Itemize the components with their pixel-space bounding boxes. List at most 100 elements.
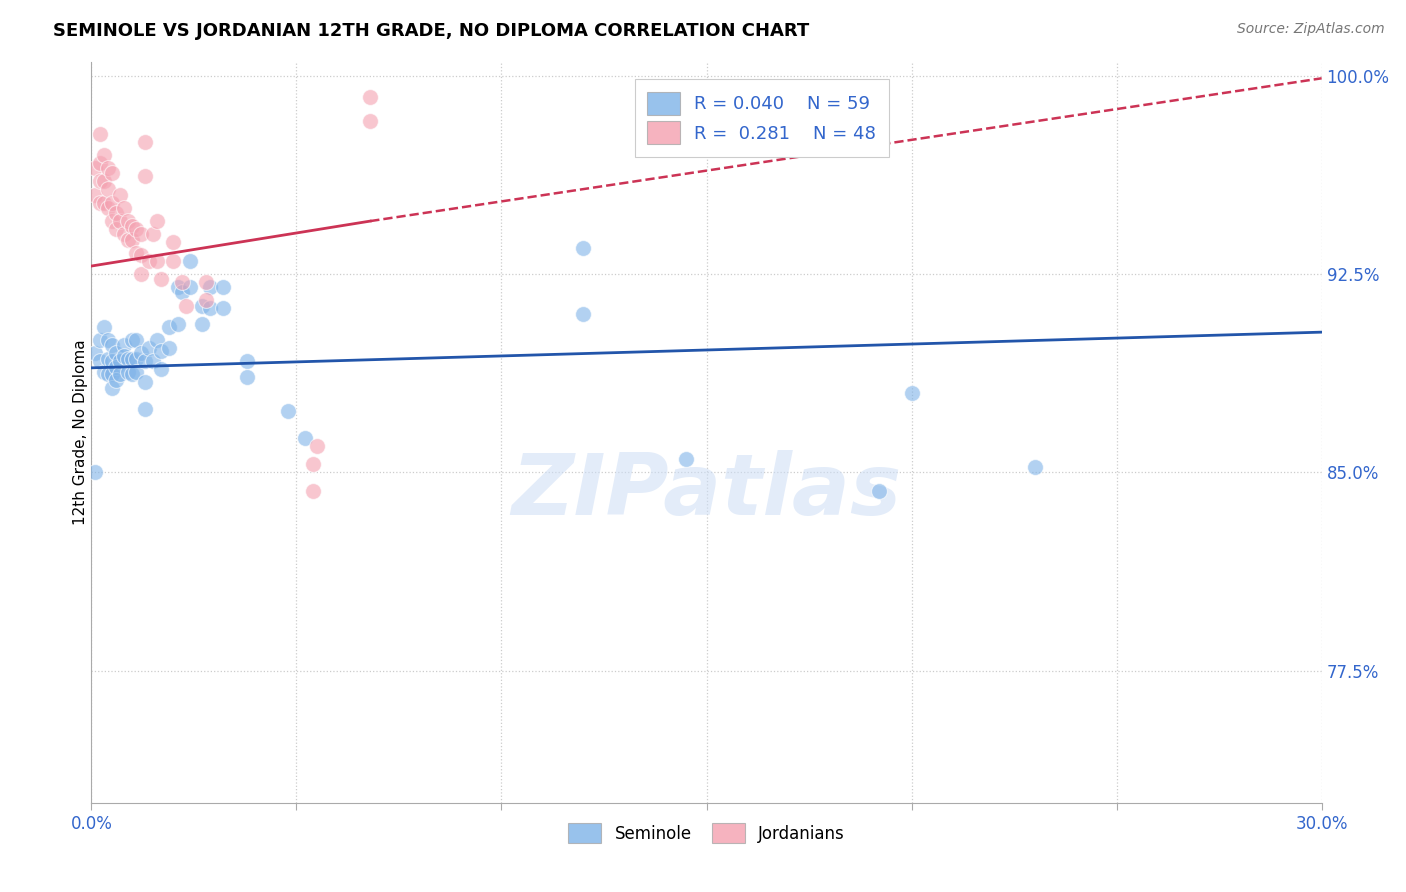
Point xyxy=(101,214,124,228)
Point xyxy=(108,368,131,382)
Legend: Seminole, Jordanians: Seminole, Jordanians xyxy=(561,816,852,850)
Point xyxy=(108,187,131,202)
Point xyxy=(121,368,143,382)
Point xyxy=(157,319,180,334)
Point xyxy=(195,293,218,308)
Point xyxy=(146,253,169,268)
Point xyxy=(105,222,127,236)
Point xyxy=(105,359,127,374)
Point xyxy=(359,113,381,128)
Point xyxy=(101,195,124,210)
Point xyxy=(93,174,115,188)
Point xyxy=(112,349,135,363)
Point xyxy=(117,365,139,379)
Point xyxy=(162,235,184,250)
Point xyxy=(191,317,214,331)
Point xyxy=(125,222,148,236)
Point xyxy=(112,227,135,242)
Point xyxy=(359,90,381,104)
Point xyxy=(211,280,233,294)
Point xyxy=(97,201,120,215)
Point xyxy=(89,174,111,188)
Point xyxy=(174,299,197,313)
Point xyxy=(125,365,148,379)
Point xyxy=(121,219,143,234)
Point xyxy=(125,333,148,347)
Point xyxy=(236,354,259,368)
Point xyxy=(166,317,188,331)
Point xyxy=(97,161,120,176)
Point xyxy=(97,351,120,366)
Point xyxy=(1024,460,1046,475)
Point xyxy=(101,338,124,352)
Point xyxy=(101,354,124,368)
Point xyxy=(142,354,165,368)
Point xyxy=(134,401,156,416)
Point xyxy=(142,227,165,242)
Point xyxy=(105,346,127,360)
Point xyxy=(112,338,135,352)
Point xyxy=(89,354,111,368)
Point xyxy=(84,187,107,202)
Point xyxy=(125,245,148,260)
Point xyxy=(900,386,922,401)
Text: ZIPatlas: ZIPatlas xyxy=(512,450,901,533)
Point xyxy=(105,373,127,387)
Point xyxy=(117,351,139,366)
Point xyxy=(572,307,595,321)
Point xyxy=(179,253,201,268)
Point xyxy=(93,148,115,162)
Y-axis label: 12th Grade, No Diploma: 12th Grade, No Diploma xyxy=(73,340,87,525)
Point xyxy=(170,275,193,289)
Point xyxy=(129,248,152,262)
Point xyxy=(200,301,222,316)
Point xyxy=(101,381,124,395)
Point xyxy=(97,182,120,196)
Point xyxy=(305,439,328,453)
Point xyxy=(134,169,156,183)
Point xyxy=(97,333,120,347)
Text: SEMINOLE VS JORDANIAN 12TH GRADE, NO DIPLOMA CORRELATION CHART: SEMINOLE VS JORDANIAN 12TH GRADE, NO DIP… xyxy=(53,22,810,40)
Point xyxy=(93,195,115,210)
Point xyxy=(121,233,143,247)
Point xyxy=(166,280,188,294)
Point xyxy=(150,343,173,358)
Point xyxy=(134,135,156,149)
Point xyxy=(179,280,201,294)
Point xyxy=(150,362,173,376)
Point xyxy=(675,452,697,467)
Point xyxy=(146,333,169,347)
Point xyxy=(301,458,323,472)
Point xyxy=(112,201,135,215)
Point xyxy=(134,376,156,390)
Point xyxy=(101,368,124,382)
Point xyxy=(211,301,233,316)
Point xyxy=(84,465,107,479)
Point xyxy=(129,227,152,242)
Point xyxy=(105,206,127,220)
Point xyxy=(93,319,115,334)
Point xyxy=(108,214,131,228)
Point xyxy=(129,346,152,360)
Point xyxy=(200,280,222,294)
Point xyxy=(93,365,115,379)
Point xyxy=(572,240,595,254)
Point xyxy=(129,267,152,281)
Point xyxy=(121,351,143,366)
Point xyxy=(101,166,124,180)
Point xyxy=(868,483,890,498)
Point xyxy=(84,161,107,176)
Point xyxy=(134,354,156,368)
Point xyxy=(150,272,173,286)
Point xyxy=(138,253,160,268)
Point xyxy=(117,214,139,228)
Point xyxy=(146,214,169,228)
Point xyxy=(294,431,316,445)
Point xyxy=(277,404,299,418)
Point xyxy=(195,275,218,289)
Text: Source: ZipAtlas.com: Source: ZipAtlas.com xyxy=(1237,22,1385,37)
Point xyxy=(138,341,160,355)
Point xyxy=(117,233,139,247)
Point xyxy=(89,156,111,170)
Point xyxy=(89,195,111,210)
